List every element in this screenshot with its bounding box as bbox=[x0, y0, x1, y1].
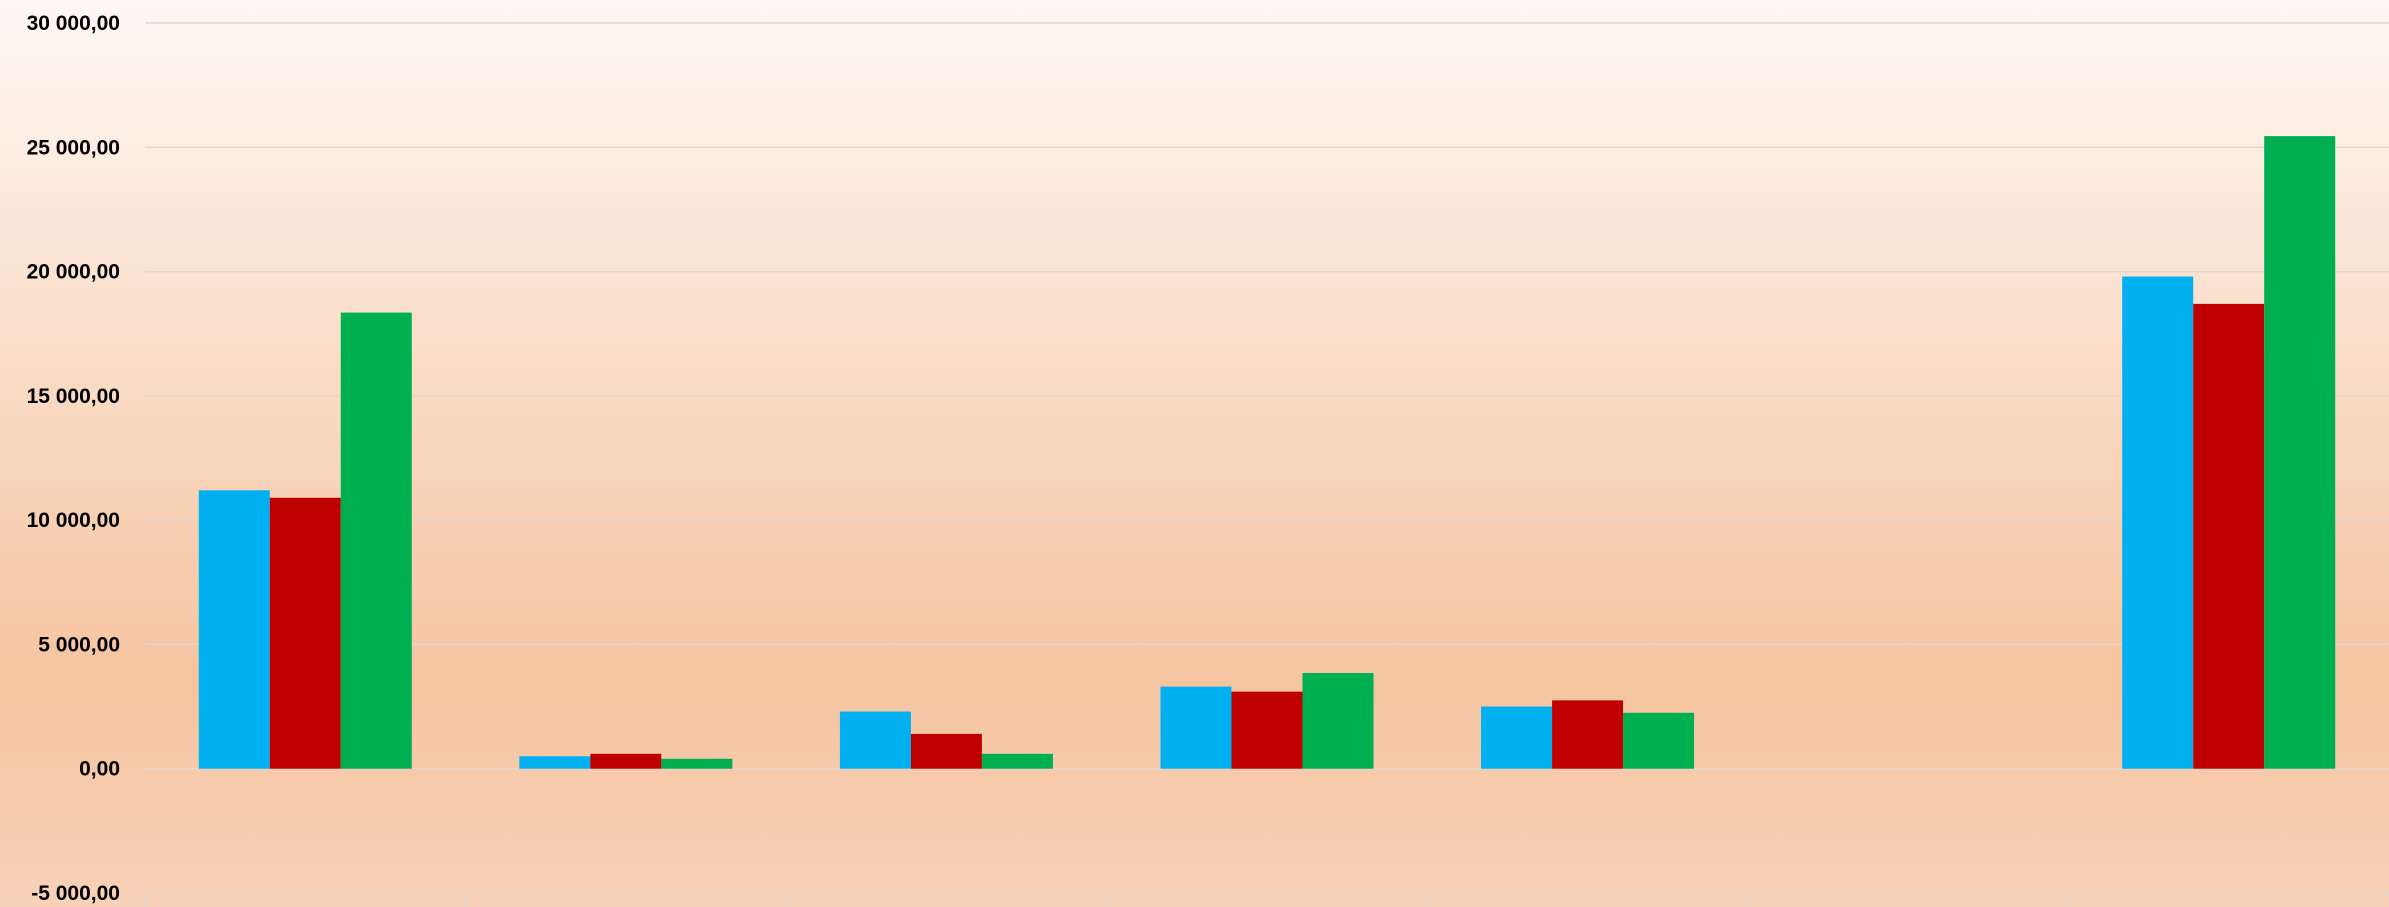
y-tick-label: 30 000,00 bbox=[27, 12, 120, 35]
bar-series-3-category-7 bbox=[2264, 136, 2336, 769]
bar-series-3-category-2 bbox=[661, 758, 733, 769]
gridlines bbox=[144, 22, 2389, 907]
bar-series-2-category-1 bbox=[269, 497, 341, 769]
bar-series-2-category-7 bbox=[2193, 303, 2265, 769]
bar-series-3-category-4 bbox=[1302, 673, 1374, 769]
bars bbox=[198, 136, 2336, 769]
y-tick-label: 5 000,00 bbox=[38, 633, 120, 656]
y-tick-label: 25 000,00 bbox=[27, 136, 120, 159]
y-tick-label: 20 000,00 bbox=[27, 261, 120, 284]
bar-series-1-category-4 bbox=[1160, 686, 1232, 769]
bar-series-1-category-3 bbox=[839, 711, 911, 769]
bar-series-1-category-7 bbox=[2122, 276, 2194, 769]
bar-series-2-category-2 bbox=[590, 753, 662, 769]
bar-series-2-category-4 bbox=[1231, 691, 1303, 769]
bar-series-3-category-1 bbox=[340, 312, 412, 769]
y-axis-labels: 30 000,00 25 000,00 20 000,00 15 000,00 10 0… bbox=[27, 12, 120, 905]
bar-series-1-category-2 bbox=[519, 756, 591, 769]
y-tick-label: 0,00 bbox=[79, 758, 120, 781]
bar-series-2-category-5 bbox=[1552, 700, 1624, 769]
y-tick-label: 10 000,00 bbox=[27, 509, 120, 532]
bar-series-3-category-5 bbox=[1623, 712, 1695, 769]
bar-series-3-category-3 bbox=[981, 753, 1053, 769]
y-tick-label: 15 000,00 bbox=[27, 385, 120, 408]
bar-series-2-category-3 bbox=[910, 733, 982, 769]
y-tick-label: -5 000,00 bbox=[31, 882, 120, 905]
bar-series-1-category-1 bbox=[198, 490, 270, 769]
bar-series-1-category-5 bbox=[1481, 706, 1553, 769]
